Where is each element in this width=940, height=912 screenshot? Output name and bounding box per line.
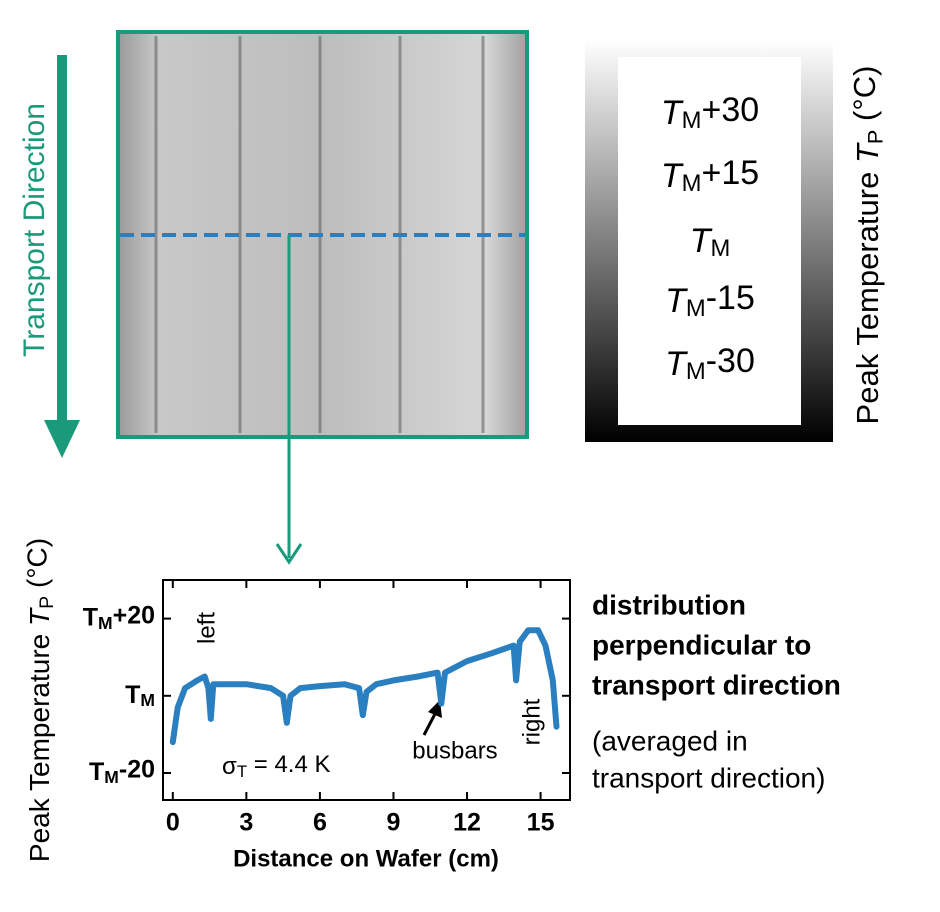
description-title: perpendicular to (592, 629, 811, 660)
annotation-arrow (422, 711, 438, 736)
description-note: transport direction) (592, 762, 825, 793)
y-tick-label: TM (125, 680, 155, 709)
colorbar-label: TM+30 (661, 91, 759, 134)
transport-arrow-head (44, 420, 80, 458)
x-tick-label: 12 (453, 809, 481, 837)
x-tick-label: 15 (527, 809, 555, 837)
annotation: busbars (412, 737, 497, 764)
description-note: (averaged in (592, 725, 748, 756)
colorbar-label: TM-15 (665, 279, 755, 322)
connector-head (275, 543, 303, 565)
plot-frame (162, 579, 571, 801)
x-tick-label: 3 (239, 809, 253, 837)
annotation: σT = 4.4 K (222, 751, 331, 781)
colorbar-title: Peak Temperature TP (°C) (847, 66, 887, 425)
colorbar-label: TM-30 (665, 342, 755, 385)
colorbar-panel (618, 57, 801, 425)
y-tick-label: TM+20 (83, 601, 155, 633)
x-tick-label: 0 (166, 809, 180, 837)
x-axis-label: Distance on Wafer (cm) (233, 845, 499, 872)
y-tick-label: TM-20 (89, 755, 155, 787)
description-title: distribution (592, 589, 746, 620)
colorbar-label: TM+15 (661, 154, 759, 197)
annotation: right (518, 698, 545, 745)
x-tick-label: 9 (387, 809, 401, 837)
transport-label: Transport Direction (18, 103, 51, 357)
colorbar-label: TM (690, 222, 731, 262)
x-tick-label: 6 (313, 809, 327, 837)
data-line (169, 627, 560, 746)
annotation: left (193, 612, 220, 644)
y-axis-label: Peak Temperature TP (°C) (22, 538, 58, 862)
description-title: transport direction (592, 669, 841, 700)
